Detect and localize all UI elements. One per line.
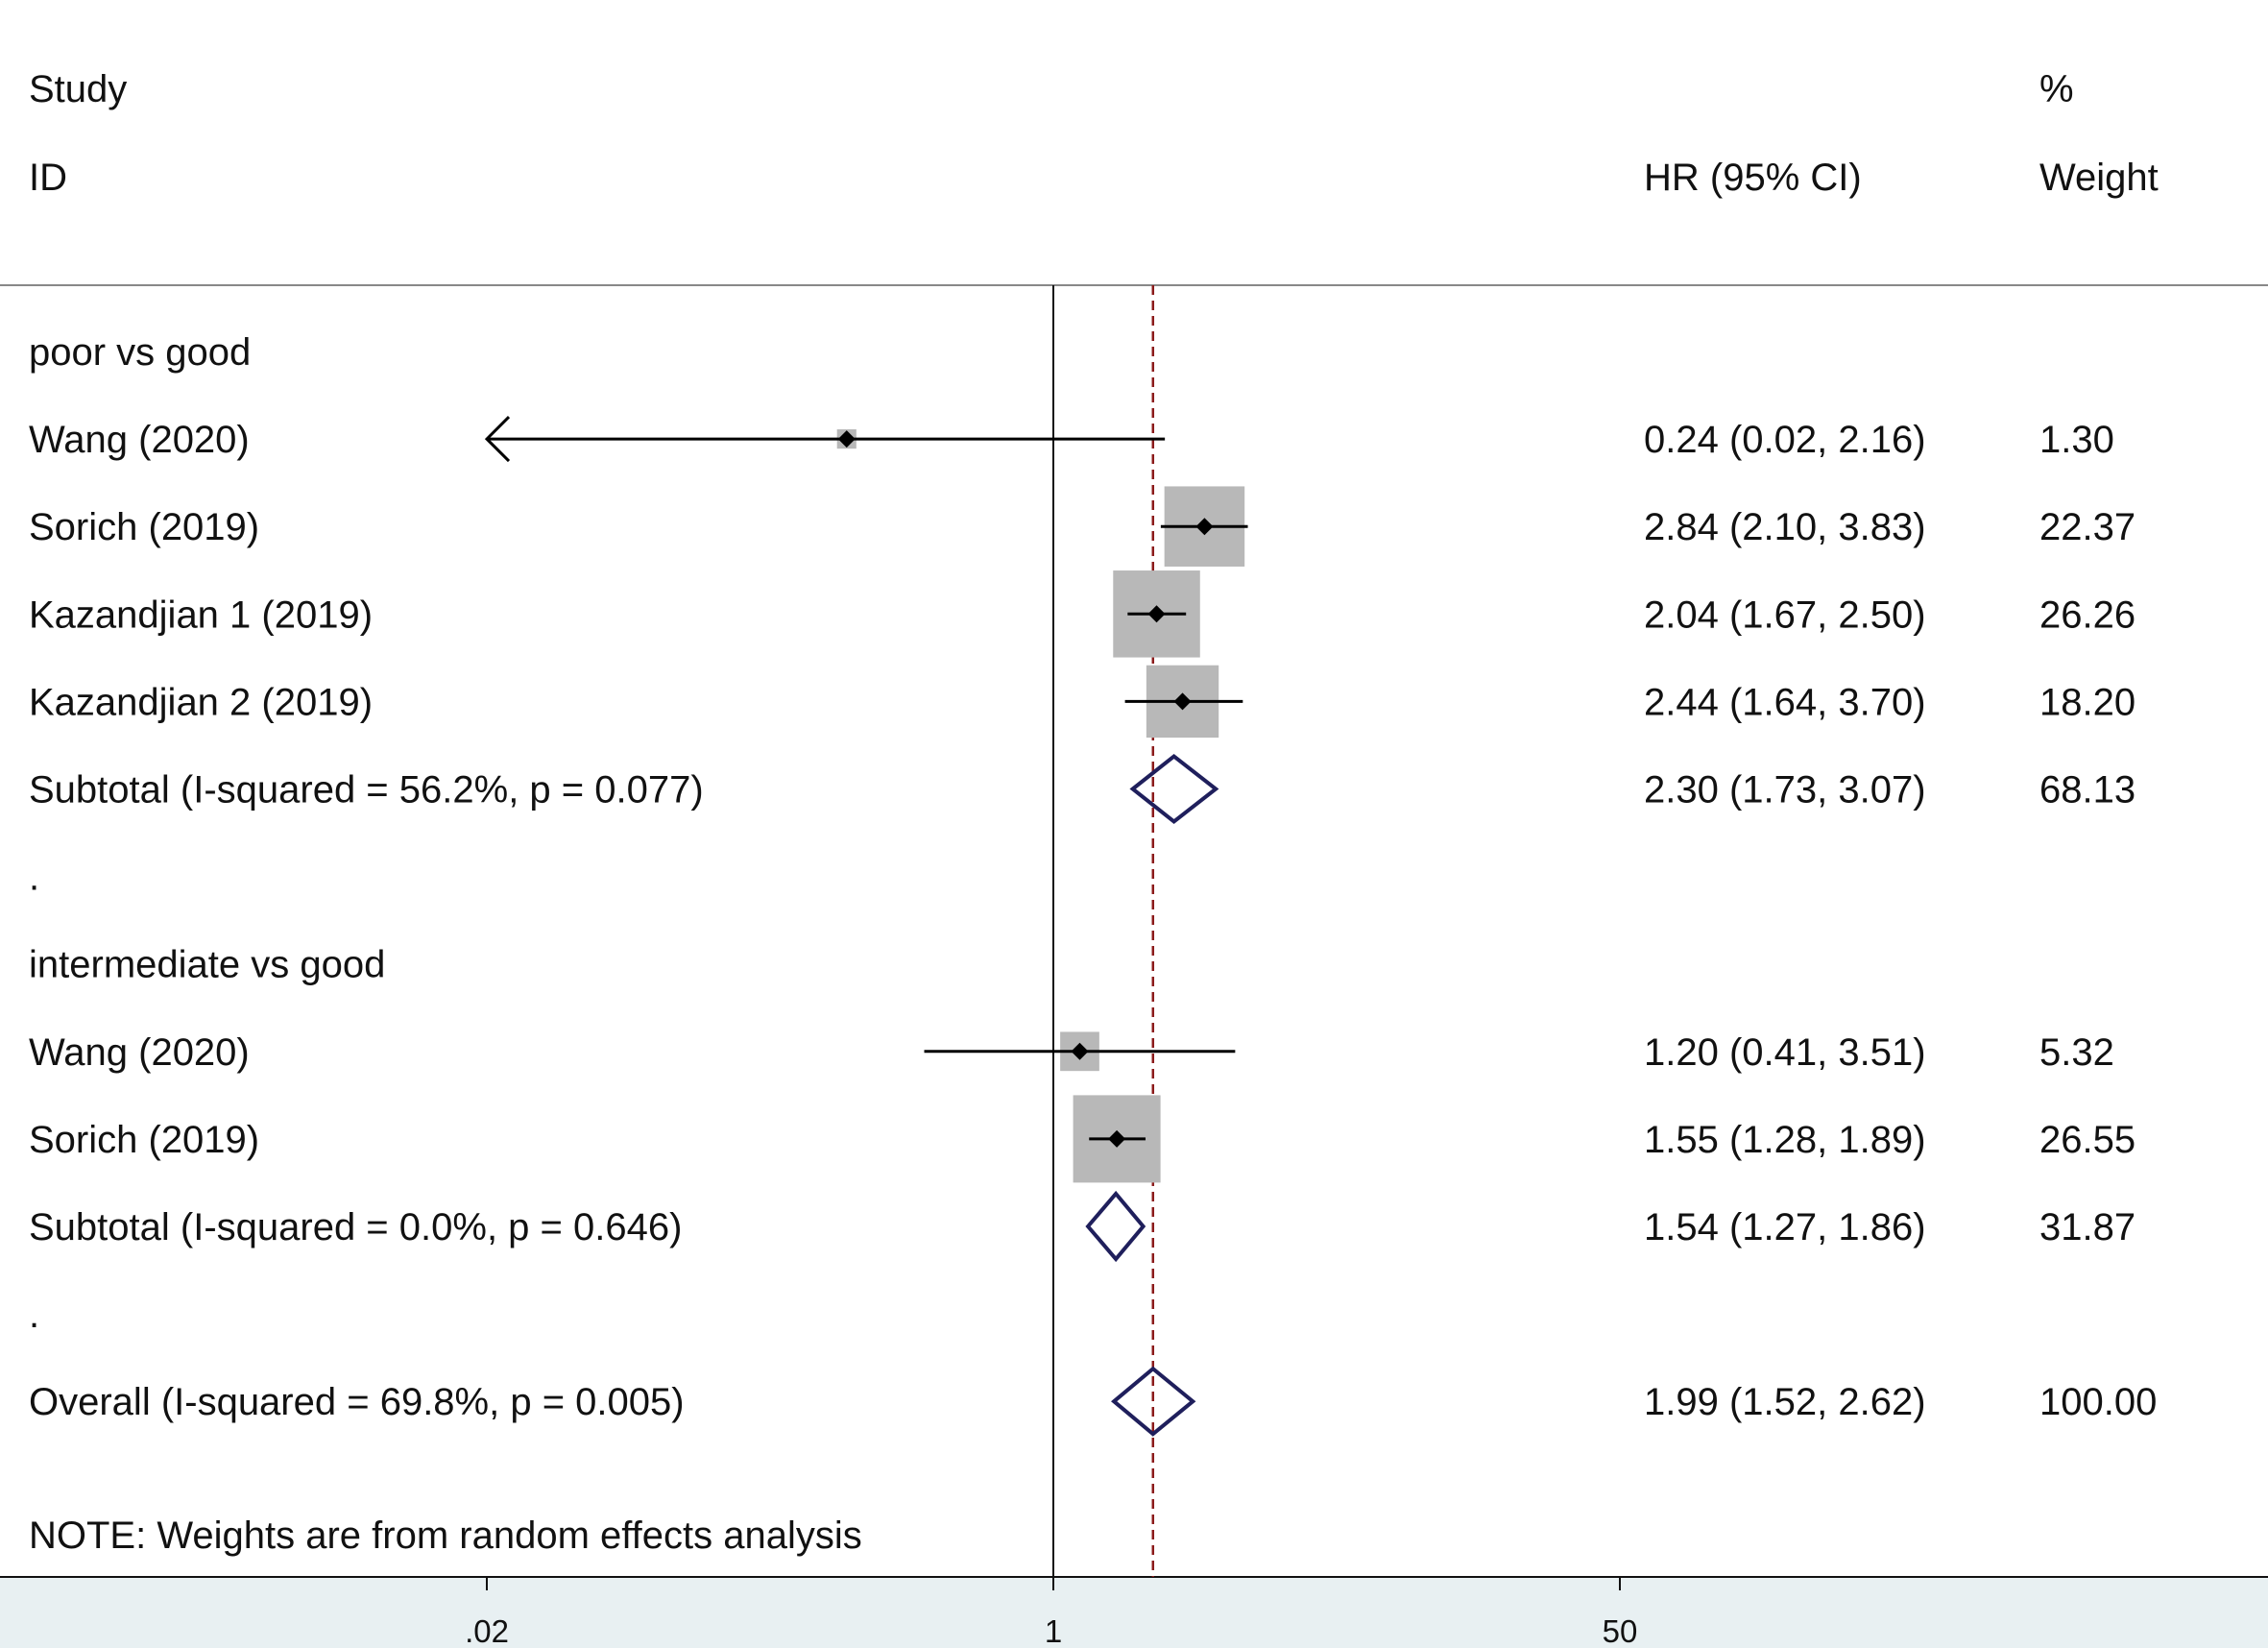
spacer-dot: . bbox=[29, 857, 39, 899]
study-point-estimate bbox=[837, 430, 856, 448]
study-weight-text: 22.37 bbox=[2039, 506, 2135, 548]
study-label: Wang (2020) bbox=[29, 1031, 250, 1074]
x-tick-label: 1 bbox=[1045, 1613, 1062, 1648]
study-label: Kazandjian 2 (2019) bbox=[29, 681, 373, 723]
study-point-estimate bbox=[1071, 1042, 1089, 1060]
x-tick-label: .02 bbox=[465, 1613, 509, 1648]
subtotal-ci-text: 1.54 (1.27, 1.86) bbox=[1644, 1206, 1926, 1248]
study-weight-text: 26.55 bbox=[2039, 1119, 2135, 1161]
study-weight-text: 26.26 bbox=[2039, 594, 2135, 636]
subtotal-weight-text: 68.13 bbox=[2039, 769, 2135, 812]
subtotal-ci-text: 2.30 (1.73, 3.07) bbox=[1644, 769, 1926, 812]
header-weight: Weight bbox=[2039, 157, 2159, 199]
header-study: Study bbox=[29, 68, 127, 110]
study-ci-text: 1.55 (1.28, 1.89) bbox=[1644, 1119, 1926, 1161]
note-text: NOTE: Weights are from random effects an… bbox=[29, 1515, 862, 1557]
overall-label: Overall (I-squared = 69.8%, p = 0.005) bbox=[29, 1381, 685, 1423]
study-point-estimate bbox=[1195, 518, 1214, 536]
overall-ci-text: 1.99 (1.52, 2.62) bbox=[1644, 1381, 1926, 1423]
subtotal-weight-text: 31.87 bbox=[2039, 1206, 2135, 1248]
subtotal-label: Subtotal (I-squared = 56.2%, p = 0.077) bbox=[29, 769, 704, 812]
header-id: ID bbox=[29, 157, 67, 199]
subtotal-diamond bbox=[1129, 753, 1219, 825]
header-percent: % bbox=[2039, 68, 2074, 110]
study-point-estimate bbox=[1173, 692, 1192, 711]
subtotal-diamond bbox=[1085, 1190, 1146, 1263]
study-point-estimate bbox=[1147, 605, 1166, 623]
study-ci-text: 0.24 (0.02, 2.16) bbox=[1644, 419, 1926, 461]
group-label: intermediate vs good bbox=[29, 944, 385, 986]
header-effect: HR (95% CI) bbox=[1644, 157, 1862, 199]
study-ci-text: 2.04 (1.67, 2.50) bbox=[1644, 594, 1926, 636]
axis-band bbox=[0, 1577, 2268, 1648]
study-ci-text: 1.20 (0.41, 3.51) bbox=[1644, 1031, 1926, 1074]
ci-truncation-arrow bbox=[484, 416, 511, 463]
study-label: Wang (2020) bbox=[29, 419, 250, 461]
overall-weight-text: 100.00 bbox=[2039, 1381, 2157, 1423]
x-tick-label: 50 bbox=[1603, 1613, 1638, 1648]
chart-marks: poor vs good Wang (2020) 0.24 (0.02, 2.16)… bbox=[29, 285, 2157, 1648]
study-ci-text: 2.84 (2.10, 3.83) bbox=[1644, 506, 1926, 548]
study-ci-text: 2.44 (1.64, 3.70) bbox=[1644, 681, 1926, 723]
study-label: Sorich (2019) bbox=[29, 506, 259, 548]
study-label: Sorich (2019) bbox=[29, 1119, 259, 1161]
subtotal-label: Subtotal (I-squared = 0.0%, p = 0.646) bbox=[29, 1206, 682, 1248]
study-weight-text: 5.32 bbox=[2039, 1031, 2114, 1074]
study-weight-text: 18.20 bbox=[2039, 681, 2135, 723]
spacer-dot: . bbox=[29, 1294, 39, 1336]
group-label: poor vs good bbox=[29, 331, 251, 374]
study-weight-text: 1.30 bbox=[2039, 419, 2114, 461]
study-point-estimate bbox=[1108, 1129, 1126, 1148]
overall-diamond bbox=[1111, 1366, 1196, 1437]
study-label: Kazandjian 1 (2019) bbox=[29, 594, 373, 636]
